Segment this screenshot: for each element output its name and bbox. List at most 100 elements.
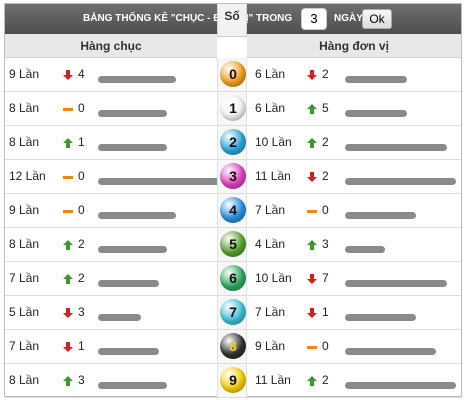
- units-count: 6 Lần: [255, 101, 286, 115]
- number-cell: 7: [217, 296, 247, 329]
- number-cell: 5: [217, 228, 247, 261]
- tens-delta: 2: [78, 237, 85, 251]
- arrow-down-icon: [63, 69, 73, 80]
- dash-icon: [307, 205, 317, 215]
- tens-count: 9 Lần: [9, 67, 40, 81]
- number-ball-icon: 0: [220, 61, 246, 87]
- units-bar: [345, 144, 447, 151]
- number-cell: 8: [217, 330, 247, 363]
- tens-delta: 4: [78, 67, 85, 81]
- units-delta: 7: [322, 271, 329, 285]
- tens-delta: 0: [78, 169, 85, 183]
- table-title: BẢNG THỐNG KÊ "CHỤC - ĐƠN VỊ" TRONG: [83, 13, 293, 24]
- units-bar: [345, 314, 416, 321]
- arrow-down-icon: [307, 171, 317, 182]
- days-input[interactable]: [301, 8, 327, 30]
- arrow-down-icon: [307, 307, 317, 318]
- units-count: 11 Lần: [255, 169, 291, 183]
- number-cell: 1: [217, 92, 247, 125]
- number-cell: 6: [217, 262, 247, 295]
- tens-count: 8 Lần: [9, 101, 40, 115]
- tens-bar: [98, 314, 141, 321]
- tens-bar: [98, 144, 167, 151]
- units-delta: 5: [322, 101, 329, 115]
- units-count: 10 Lần: [255, 271, 292, 285]
- tens-delta: 1: [78, 339, 85, 353]
- units-count: 6 Lần: [255, 67, 286, 81]
- number-ball-icon: 2: [220, 129, 246, 155]
- arrow-up-icon: [63, 375, 73, 386]
- number-ball-icon: 6: [220, 265, 246, 291]
- tens-bar: [98, 76, 176, 83]
- tens-bar: [98, 110, 167, 117]
- tens-bar: [98, 212, 176, 219]
- number-cell: 2: [217, 126, 247, 159]
- units-delta: 0: [322, 339, 329, 353]
- number-label: 3: [229, 168, 237, 184]
- tens-count: 7 Lần: [9, 339, 40, 353]
- number-cell: 3: [217, 160, 247, 193]
- units-delta: 1: [322, 305, 329, 319]
- tens-bar: [98, 382, 167, 389]
- tens-count: 5 Lần: [9, 305, 40, 319]
- number-ball-icon: 7: [220, 299, 246, 325]
- number-cell: 9: [217, 364, 247, 397]
- tens-count: 9 Lần: [9, 203, 40, 217]
- units-count: 7 Lần: [255, 305, 286, 319]
- arrow-up-icon: [307, 239, 317, 250]
- tens-count: 8 Lần: [9, 237, 40, 251]
- arrow-up-icon: [63, 137, 73, 148]
- tens-count: 12 Lần: [9, 169, 46, 183]
- number-label: 4: [229, 202, 237, 218]
- arrow-up-icon: [63, 239, 73, 250]
- table-row: 7 Lần 1 8 9 Lần 0: [5, 330, 461, 364]
- table-row: 8 Lần 1 2 10 Lần 2: [5, 126, 461, 160]
- tens-count: 8 Lần: [9, 373, 40, 387]
- number-header: Số: [217, 4, 247, 37]
- ok-button[interactable]: Ok: [362, 9, 392, 29]
- arrow-up-icon: [307, 103, 317, 114]
- arrow-down-icon: [307, 273, 317, 284]
- number-label: 9: [229, 372, 237, 388]
- units-bar: [345, 76, 407, 83]
- units-count: 11 Lần: [255, 373, 291, 387]
- tens-bar: [98, 348, 159, 355]
- units-bar: [345, 110, 407, 117]
- number-ball-icon: 4: [220, 197, 246, 223]
- table-row: 5 Lần 3 7 7 Lần 1: [5, 296, 461, 330]
- stats-table: BẢNG THỐNG KÊ "CHỤC - ĐƠN VỊ" TRONG NGÀY…: [4, 3, 462, 398]
- days-label: NGÀY: [334, 13, 363, 24]
- tens-delta: 0: [78, 101, 85, 115]
- units-delta: 2: [322, 169, 329, 183]
- tens-delta: 3: [78, 305, 85, 319]
- table-row: 9 Lần 4 0 6 Lần 2: [5, 58, 461, 92]
- dash-icon: [63, 205, 73, 215]
- number-label: 5: [229, 236, 237, 252]
- number-ball-icon: 9: [220, 367, 246, 393]
- rows-container: 9 Lần 4 0 6 Lần 2 8 Lần 0 1 6 Lần 5 8 Lần 1 2 10 Lần 2…: [5, 58, 461, 398]
- arrow-up-icon: [307, 137, 317, 148]
- units-count: 4 Lần: [255, 237, 286, 251]
- number-label: 7: [229, 304, 237, 320]
- units-delta: 3: [322, 237, 329, 251]
- units-count: 10 Lần: [255, 135, 292, 149]
- tens-count: 7 Lần: [9, 271, 40, 285]
- number-ball-icon: 1: [220, 95, 246, 121]
- number-label: 1: [229, 100, 237, 116]
- number-ball-icon: 8: [220, 333, 246, 359]
- units-count: 7 Lần: [255, 203, 286, 217]
- units-delta: 2: [322, 373, 329, 387]
- tens-bar: [98, 246, 167, 253]
- dash-icon: [307, 341, 317, 351]
- tens-bar: [98, 178, 222, 185]
- table-row: 9 Lần 0 4 7 Lần 0: [5, 194, 461, 228]
- tens-count: 8 Lần: [9, 135, 40, 149]
- arrow-up-icon: [63, 273, 73, 284]
- number-label: 6: [229, 270, 237, 286]
- tens-header: Hàng chục: [5, 34, 217, 58]
- units-delta: 2: [322, 67, 329, 81]
- units-bar: [345, 246, 385, 253]
- units-delta: 0: [322, 203, 329, 217]
- number-cell: 0: [217, 58, 247, 91]
- tens-delta: 2: [78, 271, 85, 285]
